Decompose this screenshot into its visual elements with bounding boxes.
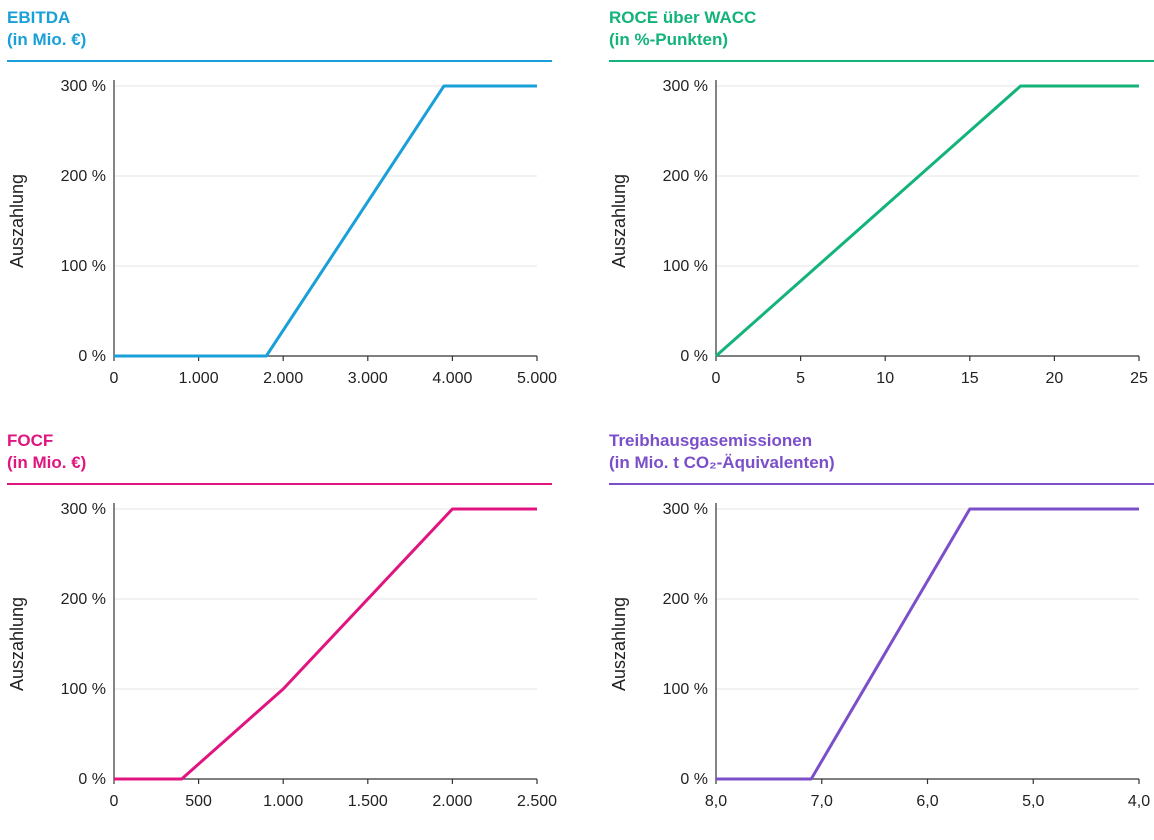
title-rule bbox=[7, 483, 552, 485]
y-tick-label: 0 % bbox=[680, 348, 708, 365]
series-line bbox=[715, 84, 1139, 358]
chart-title: EBITDA (in Mio. €) bbox=[7, 7, 86, 51]
x-tick-label: 7,0 bbox=[811, 793, 833, 810]
y-tick-label: 0 % bbox=[78, 771, 106, 788]
y-axis-label: Auszahlung bbox=[609, 174, 629, 268]
y-tick-label: 0 % bbox=[680, 771, 708, 788]
chart-plot: 0 % 100 % 200 % 300 % 0 500 1.000 1.500 2.000 2.5… bbox=[7, 501, 557, 810]
x-tick-label: 4.000 bbox=[432, 370, 472, 387]
y-tick-label: 100 % bbox=[663, 681, 708, 698]
y-tick-label: 300 % bbox=[61, 78, 106, 95]
chart-title-line1: EBITDA bbox=[7, 8, 71, 27]
x-tick-label: 5,0 bbox=[1022, 793, 1044, 810]
x-tick-label: 5 bbox=[796, 370, 805, 387]
y-tick-label: 300 % bbox=[61, 501, 106, 518]
chart-panel-focf: FOCF (in Mio. €) 0 % 100 % 200 % 300 % 0 500 1… bbox=[7, 430, 557, 840]
chart-title-line2: (in %-Punkten) bbox=[609, 30, 728, 49]
x-tick-label: 3.000 bbox=[348, 370, 388, 387]
x-tick-label: 8,0 bbox=[705, 793, 727, 810]
chart-panel-ebitda: EBITDA (in Mio. €) 0 % 100 % 200 % 300 % 0 1.… bbox=[7, 7, 557, 417]
y-tick-label: 300 % bbox=[663, 78, 708, 95]
y-axis-label: Auszahlung bbox=[7, 597, 27, 691]
chart-plot: 0 % 100 % 200 % 300 % 0 1.000 2.000 3.000 4.000 5… bbox=[7, 78, 557, 387]
y-tick-label: 200 % bbox=[61, 168, 106, 185]
chart-panel-roce: ROCE über WACC (in %-Punkten) 0 % 100 % 20… bbox=[609, 7, 1154, 417]
y-tick-label: 200 % bbox=[663, 591, 708, 608]
chart-title: ROCE über WACC (in %-Punkten) bbox=[609, 7, 756, 51]
x-tick-label: 1.000 bbox=[263, 793, 303, 810]
x-tick-label: 0 bbox=[712, 370, 721, 387]
y-axis-label: Auszahlung bbox=[609, 597, 629, 691]
chart-title-line1: Treibhausgasemissionen bbox=[609, 431, 813, 450]
chart-plot: 0 % 100 % 200 % 300 % 8,0 7,0 6,0 5,0 4,0 Auszahl… bbox=[609, 501, 1150, 810]
x-tick-label: 15 bbox=[961, 370, 979, 387]
y-tick-label: 200 % bbox=[663, 168, 708, 185]
x-tick-label: 25 bbox=[1130, 370, 1148, 387]
y-tick-label: 100 % bbox=[663, 258, 708, 275]
x-tick-label: 10 bbox=[876, 370, 894, 387]
x-tick-label: 1.000 bbox=[179, 370, 219, 387]
x-tick-label: 2.000 bbox=[263, 370, 303, 387]
chart-title-line2: (in Mio. €) bbox=[7, 30, 87, 49]
chart-title-line2: (in Mio. t CO₂-Äquivalenten) bbox=[609, 453, 835, 472]
y-axis-label: Auszahlung bbox=[7, 174, 27, 268]
chart-title-line1: ROCE über WACC bbox=[609, 8, 757, 27]
chart-panel-ghg: Treibhausgasemissionen (in Mio. t CO₂-Äq… bbox=[609, 430, 1154, 840]
series-line bbox=[716, 507, 1139, 781]
title-rule bbox=[609, 483, 1154, 485]
x-tick-label: 20 bbox=[1046, 370, 1064, 387]
x-tick-label: 2.500 bbox=[517, 793, 557, 810]
chart-title: Treibhausgasemissionen (in Mio. t CO₂-Äq… bbox=[609, 430, 835, 474]
x-tick-label: 2.000 bbox=[432, 793, 472, 810]
x-tick-label: 500 bbox=[185, 793, 212, 810]
x-tick-label: 0 bbox=[110, 793, 119, 810]
y-tick-label: 300 % bbox=[663, 501, 708, 518]
series-line bbox=[114, 84, 537, 358]
y-tick-label: 100 % bbox=[61, 681, 106, 698]
x-tick-label: 1.500 bbox=[348, 793, 388, 810]
title-rule bbox=[7, 60, 552, 62]
chart-title: FOCF (in Mio. €) bbox=[7, 430, 86, 474]
x-tick-label: 0 bbox=[110, 370, 119, 387]
x-tick-label: 5.000 bbox=[517, 370, 557, 387]
y-tick-label: 200 % bbox=[61, 591, 106, 608]
chart-title-line1: FOCF bbox=[7, 431, 54, 450]
y-tick-label: 0 % bbox=[78, 348, 106, 365]
x-tick-label: 6,0 bbox=[916, 793, 938, 810]
chart-title-line2: (in Mio. €) bbox=[7, 453, 87, 472]
y-tick-label: 100 % bbox=[61, 258, 106, 275]
title-rule bbox=[609, 60, 1154, 62]
chart-plot: 0 % 100 % 200 % 300 % 0 5 10 15 20 25 Auszahlung bbox=[609, 78, 1148, 387]
x-tick-label: 4,0 bbox=[1128, 793, 1150, 810]
series-line bbox=[114, 507, 537, 781]
